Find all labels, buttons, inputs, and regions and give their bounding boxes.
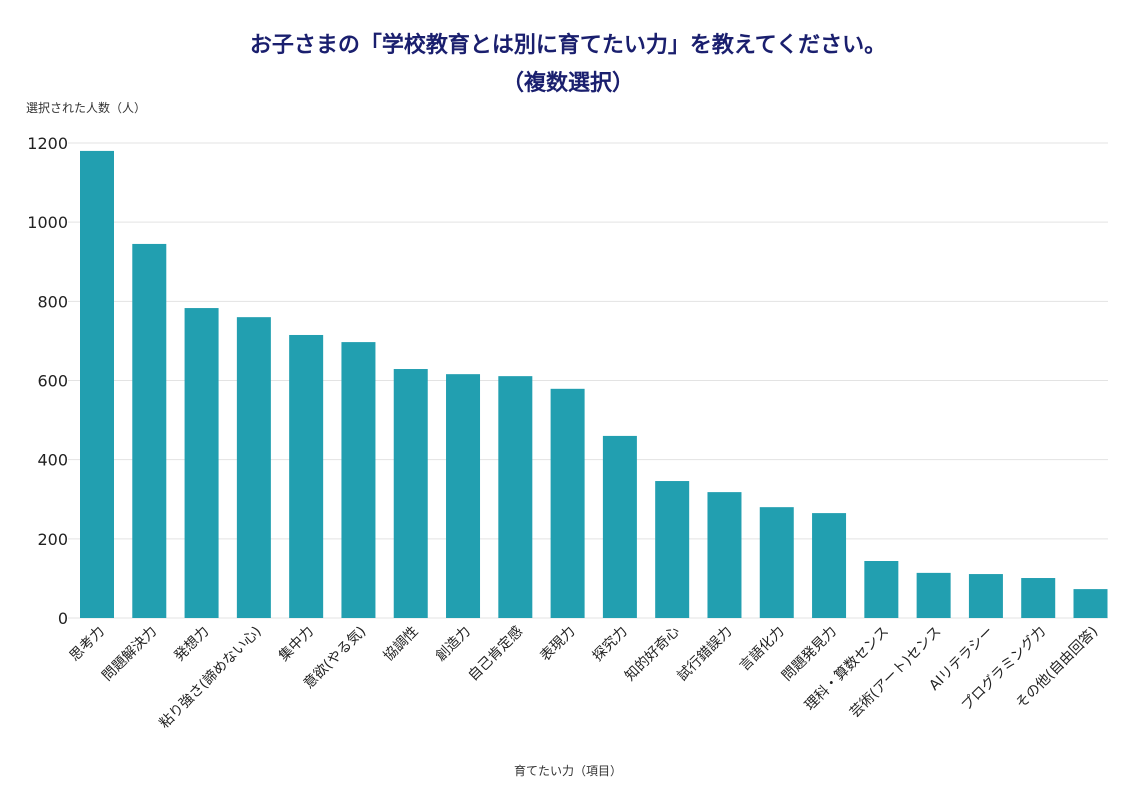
bar xyxy=(184,308,219,618)
x-tick-label: 探究力 xyxy=(590,624,631,665)
bar xyxy=(1021,578,1056,618)
x-tick-label: 集中力 xyxy=(275,623,317,665)
bar xyxy=(602,435,637,618)
bar xyxy=(393,369,428,618)
bar xyxy=(759,507,794,618)
y-tick-label: 1000 xyxy=(27,213,68,232)
x-tick-label: 発想力 xyxy=(171,624,212,665)
bar xyxy=(341,342,376,618)
x-tick-label: 言語化力 xyxy=(737,624,788,675)
chart-subtitle: （複数選択） xyxy=(502,70,634,96)
x-tick-label: 粘り強さ(諦めない心) xyxy=(156,623,265,732)
x-axis-label: 育てたい力（項目） xyxy=(514,763,622,778)
x-tick-label: 自己肯定感 xyxy=(465,623,527,685)
bar xyxy=(446,374,481,618)
bar xyxy=(916,572,951,618)
y-tick-label: 600 xyxy=(37,372,68,391)
x-tick-label: 試行錯誤力 xyxy=(674,624,735,685)
bar xyxy=(864,561,899,618)
bar xyxy=(498,376,533,618)
y-tick-label: 800 xyxy=(37,292,68,311)
chart-title: お子さまの「学校教育とは別に育てたい力」を教えてください。 xyxy=(250,32,886,58)
bar xyxy=(132,243,167,618)
bar xyxy=(655,481,690,618)
y-axis-label: 選択された人数（人） xyxy=(26,100,146,115)
x-tick-label: 芸術(アート)センス xyxy=(847,624,944,721)
bar xyxy=(289,334,324,618)
y-tick-label: 400 xyxy=(37,451,68,470)
x-tick-label: 創造力 xyxy=(433,624,474,665)
x-tick-label: 問題解決力 xyxy=(99,624,160,685)
x-tick-label: 表現力 xyxy=(537,624,578,665)
bar xyxy=(550,388,585,618)
x-tick-label: 思考力 xyxy=(67,624,108,665)
x-tick-label: 協調性 xyxy=(381,624,422,665)
bar xyxy=(80,150,114,618)
bar xyxy=(236,317,271,618)
bar xyxy=(1073,589,1108,618)
y-tick-label: 1200 xyxy=(27,134,68,153)
bar xyxy=(968,574,1003,618)
y-tick-label: 0 xyxy=(58,609,68,628)
y-tick-label: 200 xyxy=(37,530,68,549)
bar xyxy=(707,492,742,618)
bar xyxy=(812,513,847,618)
x-tick-label: 知的好奇心 xyxy=(621,623,683,685)
